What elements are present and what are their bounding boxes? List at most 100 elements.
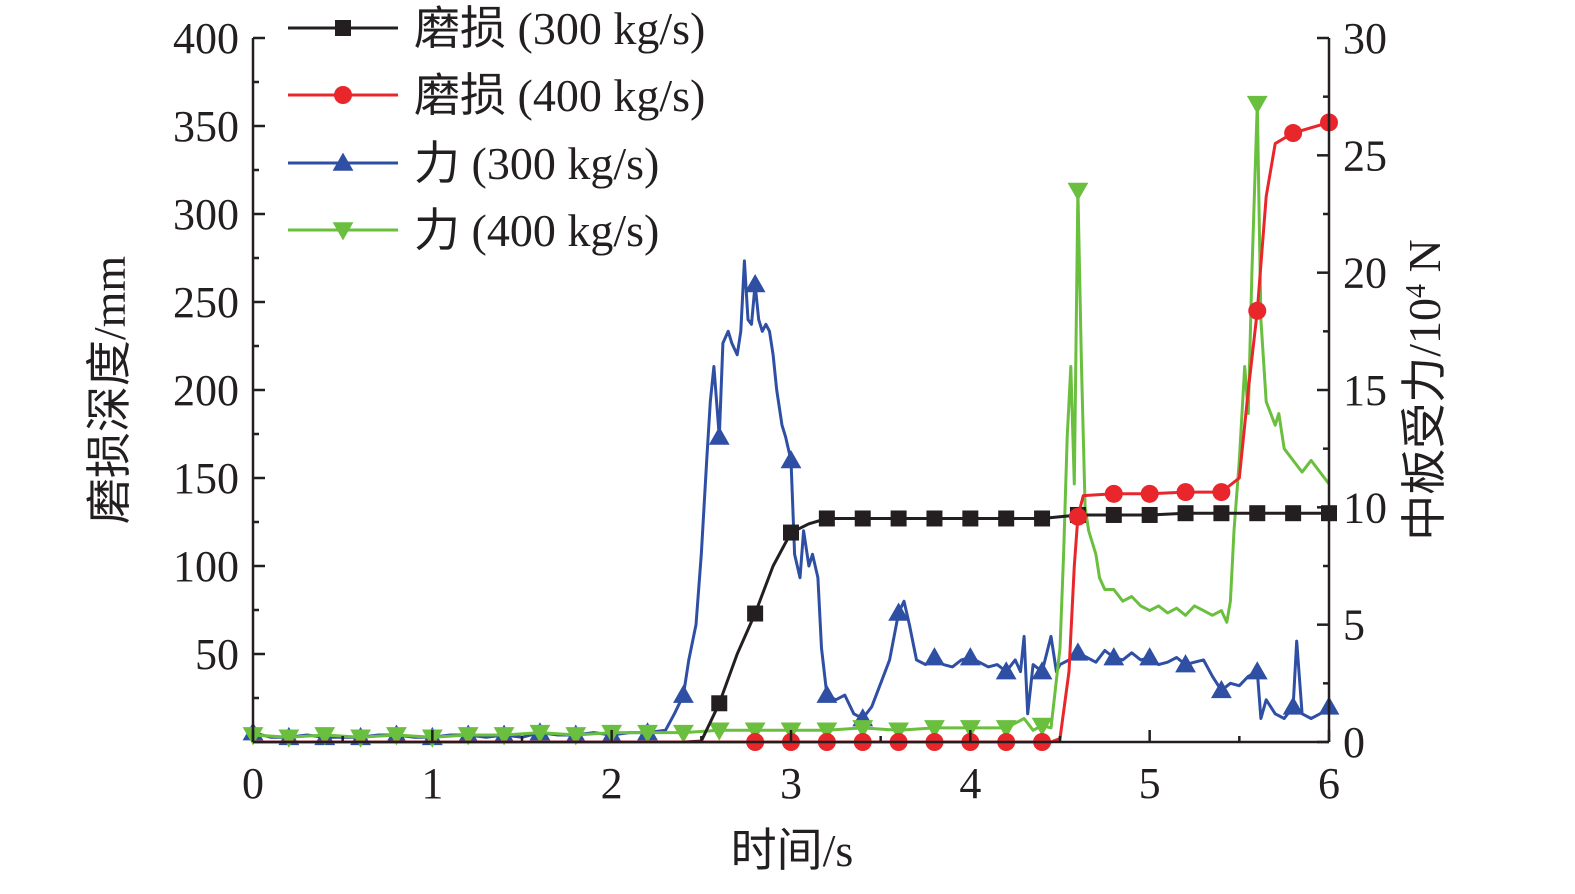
x-tick-label-2: 2 <box>601 759 623 808</box>
legend-marker-3 <box>332 222 354 241</box>
series-0-marker-14 <box>1213 505 1230 522</box>
y2-tick-label-1: 5 <box>1343 601 1365 650</box>
legend-marker-2 <box>332 152 354 171</box>
series-0-marker-9 <box>1034 510 1051 527</box>
series-0-marker-12 <box>1141 506 1158 523</box>
legend: 磨损 (300 kg/s) 磨损 (400 kg/s) 力 (300 kg/s) 力 … <box>288 3 705 256</box>
series-0-marker-1 <box>747 605 764 622</box>
y-tick-label-6: 350 <box>173 102 239 151</box>
series-1-marker-11 <box>1140 484 1159 503</box>
y-axis-title: 磨损深度/mm <box>84 256 135 525</box>
series-2-marker-28 <box>1246 661 1268 680</box>
series-3-marker-18 <box>888 722 909 741</box>
series-2-marker-25 <box>1139 647 1161 666</box>
legend-label-3: 力 (400 kg/s) <box>414 205 659 256</box>
y-tick-label-3: 200 <box>173 366 239 415</box>
series-3-marker-20 <box>959 720 981 739</box>
x-tick-label-5: 5 <box>1139 759 1161 808</box>
series-2-marker-29 <box>1282 696 1304 715</box>
series-2 <box>242 259 1340 746</box>
series-0-marker-4 <box>854 510 871 527</box>
series-3-marker-7 <box>493 727 515 746</box>
series-0-marker-2 <box>783 524 799 541</box>
series-0-marker-13 <box>1177 505 1194 522</box>
series-0-marker-11 <box>1105 506 1122 523</box>
y-tick-label-0: 50 <box>195 630 239 679</box>
legend-item-0: 磨损 (300 kg/s) <box>288 3 705 54</box>
series-3-marker-2 <box>314 727 336 746</box>
x-axis-title: 时间/s <box>731 825 854 876</box>
y2-axis-title-main: 中板受力/10 <box>1399 298 1450 541</box>
y2-tick-label-0: 0 <box>1343 718 1365 767</box>
series-1-marker-9 <box>1068 507 1087 526</box>
y2-tick-label-6: 30 <box>1343 14 1387 63</box>
series-3-marker-4 <box>386 727 407 746</box>
y-tick-label-4: 250 <box>173 278 239 327</box>
y2-tick-label-2: 10 <box>1343 483 1387 532</box>
series-1-marker-12 <box>1176 483 1195 502</box>
y-tick-label-1: 100 <box>173 542 239 591</box>
y2-axis-title-superscript: 4 <box>1401 284 1432 298</box>
series-3-marker-23 <box>1067 182 1089 201</box>
series-3-marker-9 <box>565 727 587 746</box>
series-0-marker-0 <box>711 695 728 712</box>
series-0-marker-7 <box>962 510 979 527</box>
series-line-3 <box>252 102 1331 739</box>
series-3-marker-17 <box>852 720 874 739</box>
y2-tick-label-4: 20 <box>1343 249 1387 298</box>
series-3-marker-12 <box>673 724 694 744</box>
series-0-marker-5 <box>890 510 907 527</box>
series-2-marker-27 <box>1211 679 1232 699</box>
series-2-marker-20 <box>959 647 981 666</box>
series-2-marker-21 <box>995 661 1017 680</box>
series-2-marker-15 <box>780 450 802 469</box>
series-2-marker-19 <box>924 647 945 666</box>
series-2-marker-26 <box>1175 654 1196 673</box>
series-2-marker-12 <box>673 684 694 703</box>
x-tick-label-0: 0 <box>242 759 264 808</box>
series-3-marker-1 <box>278 729 300 748</box>
series-0-marker-6 <box>926 510 943 527</box>
legend-marker-0 <box>335 20 351 36</box>
axes-layer: 0 1 2 3 4 5 6 50 100 150 200 250 300 350 400 0 5 10 15 20 25… <box>173 14 1387 808</box>
series-3-marker-8 <box>529 724 551 744</box>
legend-item-1: 磨损 (400 kg/s) <box>288 70 705 121</box>
series-1-marker-13 <box>1212 483 1231 502</box>
series-1-marker-10 <box>1104 484 1123 503</box>
series-3 <box>242 95 1331 748</box>
legend-item-3: 力 (400 kg/s) <box>288 205 659 256</box>
series-line-2 <box>252 259 1330 739</box>
x-tick-label-3: 3 <box>780 759 802 808</box>
series-0-marker-3 <box>818 510 835 527</box>
series-layer <box>242 95 1340 751</box>
series-2-marker-18 <box>888 602 909 621</box>
legend-label-2: 力 (300 kg/s) <box>414 138 659 189</box>
y2-tick-label-5: 25 <box>1343 131 1387 180</box>
y2-axis-title: 中板受力/104 N <box>1399 239 1450 541</box>
series-0-marker-16 <box>1285 505 1302 522</box>
series-1-marker-14 <box>1248 301 1267 320</box>
legend-label-1: 磨损 (400 kg/s) <box>414 70 705 121</box>
series-2-marker-23 <box>1067 642 1089 661</box>
series-3-marker-13 <box>708 722 730 741</box>
series-3-marker-24 <box>1246 95 1268 115</box>
x-tick-label-6: 6 <box>1318 759 1340 808</box>
series-1-marker-15 <box>1284 124 1303 143</box>
legend-label-0: 磨损 (300 kg/s) <box>414 3 705 54</box>
series-2-marker-22 <box>1031 661 1053 680</box>
y-tick-label-2: 150 <box>173 454 239 503</box>
series-0-marker-15 <box>1249 505 1266 522</box>
series-2-marker-16 <box>816 684 838 703</box>
series-2-marker-24 <box>1103 647 1125 666</box>
series-3-marker-22 <box>1031 717 1053 736</box>
y2-tick-label-3: 15 <box>1343 366 1387 415</box>
legend-item-2: 力 (300 kg/s) <box>288 138 659 189</box>
series-3-marker-3 <box>350 729 371 748</box>
legend-marker-1 <box>334 86 352 104</box>
x-tick-label-1: 1 <box>421 759 443 808</box>
series-3-marker-11 <box>637 724 658 744</box>
series-3-marker-19 <box>924 720 945 739</box>
x-tick-label-4: 4 <box>959 759 981 808</box>
